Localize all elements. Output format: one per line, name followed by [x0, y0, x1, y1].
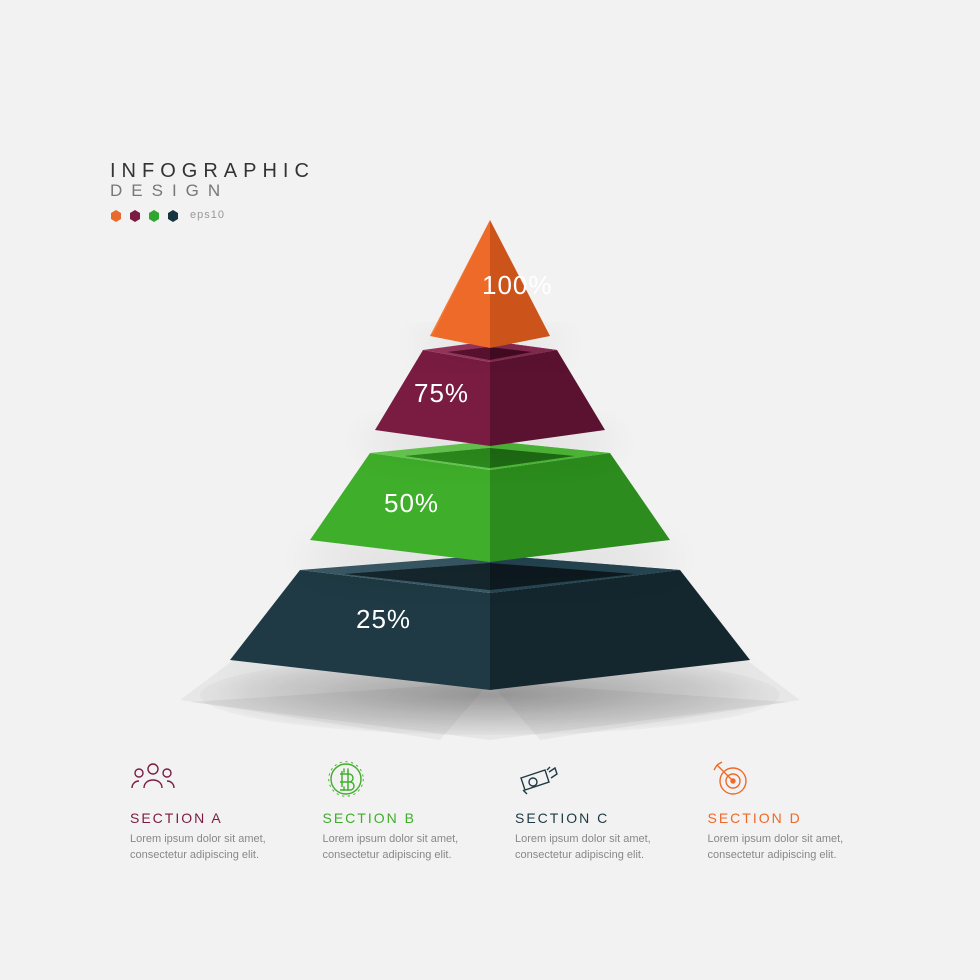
infographic-canvas: INFOGRAPHIC DESIGN eps10 [0, 0, 980, 980]
pyramid-level-2 [300, 441, 680, 576]
section-a-title: SECTION A [130, 810, 293, 826]
dot-2 [148, 209, 160, 221]
section-c: SECTION C Lorem ipsum dolor sit amet, co… [515, 760, 678, 864]
section-b-title: SECTION B [323, 810, 486, 826]
pyramid-chart: 100% 75% 50% 25% [180, 100, 800, 720]
dot-0 [110, 209, 122, 221]
pct-label-75: 75% [414, 378, 469, 409]
target-icon [708, 760, 871, 800]
pct-label-50: 50% [384, 488, 439, 519]
dot-3 [167, 209, 179, 221]
section-c-body: Lorem ipsum dolor sit amet, consectetur … [515, 832, 678, 864]
section-c-title: SECTION C [515, 810, 678, 826]
sections-row: SECTION A Lorem ipsum dolor sit amet, co… [130, 760, 870, 864]
section-b: SECTION B Lorem ipsum dolor sit amet, co… [323, 760, 486, 864]
section-d: SECTION D Lorem ipsum dolor sit amet, co… [708, 760, 871, 864]
camera-icon [515, 760, 678, 800]
bitcoin-icon [323, 760, 486, 800]
section-a: SECTION A Lorem ipsum dolor sit amet, co… [130, 760, 293, 864]
section-a-body: Lorem ipsum dolor sit amet, consectetur … [130, 832, 293, 864]
section-d-title: SECTION D [708, 810, 871, 826]
pct-label-25: 25% [356, 604, 411, 635]
section-d-body: Lorem ipsum dolor sit amet, consectetur … [708, 832, 871, 864]
pyramid-level-1 [230, 555, 750, 704]
dot-1 [129, 209, 141, 221]
pyramid-level-3 [360, 341, 620, 456]
section-b-body: Lorem ipsum dolor sit amet, consectetur … [323, 832, 486, 864]
pct-label-100: 100% [482, 270, 553, 301]
people-icon [130, 760, 293, 800]
